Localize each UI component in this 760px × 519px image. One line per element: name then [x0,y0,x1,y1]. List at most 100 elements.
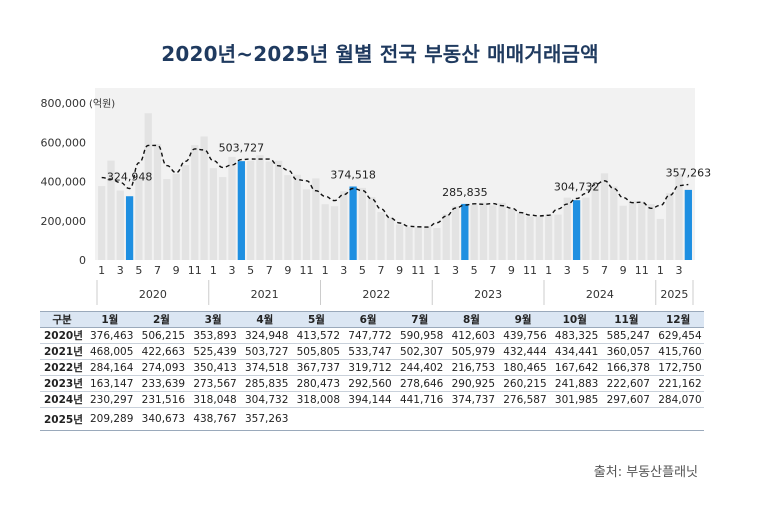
bar [396,224,404,260]
table-cell: 434,441 [548,343,601,360]
table-cell [445,407,498,431]
table-cell: 285,835 [238,375,291,392]
bar [284,175,292,260]
bar [517,212,525,260]
table-cell: 585,247 [600,327,653,344]
data-label: 374,518 [330,169,376,182]
bar [414,227,422,260]
bar [526,216,534,260]
x-tick-label: 11 [635,264,649,277]
year-label: 2024 [586,288,614,301]
bar [247,160,255,260]
table-cell: 319,712 [342,359,394,376]
table-cell [600,407,653,431]
bar [312,178,320,260]
table-header-cell: 8월 [445,311,498,328]
bar [181,165,190,260]
bar [293,174,301,260]
data-label: 285,835 [442,186,488,199]
table-cell: 376,463 [84,327,136,344]
table-cell: 233,639 [135,375,188,392]
table-cell: 432,444 [497,343,549,360]
x-tick-label: 9 [396,264,403,277]
bar [386,217,394,260]
table-cell: 629,454 [652,327,704,344]
highlight-bar [237,161,245,260]
table-header-cell: 10월 [548,311,601,328]
highlight-bar [461,203,469,260]
table-cell [342,407,394,431]
x-tick-label: 1 [545,264,552,277]
bar [256,155,264,260]
x-tick-label: 7 [266,264,273,277]
table-cell: 221,162 [652,375,704,392]
table-cell: 374,737 [445,391,498,408]
table-row-header: 2021년 [40,343,84,360]
x-tick-label: 3 [340,264,347,277]
table-cell: 163,147 [84,375,136,392]
y-tick-label: 0 [79,254,86,267]
table-row: 2020년 376,463 506,215 353,893 324,948 413,572… [40,327,704,344]
x-tick-label: 9 [173,264,180,277]
x-tick-label: 3 [564,264,571,277]
year-label: 2025 [660,288,688,301]
table-cell: 244,402 [393,359,446,376]
bar [265,161,273,260]
x-tick-label: 1 [98,264,105,277]
table-cell: 278,646 [393,375,446,392]
table-cell: 502,307 [393,343,446,360]
table-cell: 415,760 [652,343,704,360]
table-cell: 284,070 [652,391,704,408]
table-header-cell: 7월 [393,311,446,328]
table-row: 2025년 209,289 340,673 438,767 357,263 [40,407,704,431]
bar [107,160,115,260]
bar [228,156,236,260]
table-row-header: 2020년 [40,327,84,344]
table-cell [497,407,549,431]
table-header-cell: 6월 [342,311,394,328]
bar [451,206,460,260]
bar [330,206,339,260]
year-label: 2020 [139,288,167,301]
x-tick-label: 1 [657,264,664,277]
x-tick-label: 5 [582,264,589,277]
table-cell: 274,093 [135,359,188,376]
table-cell: 590,958 [393,327,446,344]
table-header-cell: 11월 [600,311,653,328]
table-cell: 503,727 [238,343,291,360]
source-note: 출처: 부동산플래닛 [593,465,698,480]
bar [554,214,562,260]
bar [368,197,376,260]
bar [591,182,599,260]
table-cell: 324,948 [238,327,291,344]
data-label: 503,727 [219,142,265,155]
table-cell: 290,925 [445,375,498,392]
table-cell: 230,297 [84,391,136,408]
table-row: 2023년 163,147 233,639 273,567 285,835 280,473… [40,375,704,392]
bar [675,173,683,260]
table-row: 2022년 284,164 274,093 350,413 374,518 367,737… [40,359,704,376]
y-tick-label: 600,000 [41,136,87,149]
x-tick-label: 1 [322,264,329,277]
bar [377,212,385,260]
x-tick-label: 3 [452,264,459,277]
table-cell: 166,378 [600,359,653,376]
bar [545,214,553,260]
table-cell: 413,572 [290,327,343,344]
table-row-header: 2024년 [40,391,84,408]
bar [340,191,348,260]
highlight-bar [684,189,692,260]
table-cell: 304,732 [238,391,291,408]
table-cell: 438,767 [187,407,239,431]
table-cell: 172,750 [652,359,704,376]
bar [535,216,543,260]
table-cell: 374,518 [238,359,291,376]
table-cell: 360,057 [600,343,653,360]
bar [200,136,208,260]
y-axis-unit: (억원) [89,98,115,110]
table-cell: 747,772 [342,327,394,344]
table-cell: 350,413 [187,359,239,376]
highlight-bar [125,196,134,260]
year-label: 2023 [474,288,502,301]
table-cell: 525,439 [187,343,239,360]
